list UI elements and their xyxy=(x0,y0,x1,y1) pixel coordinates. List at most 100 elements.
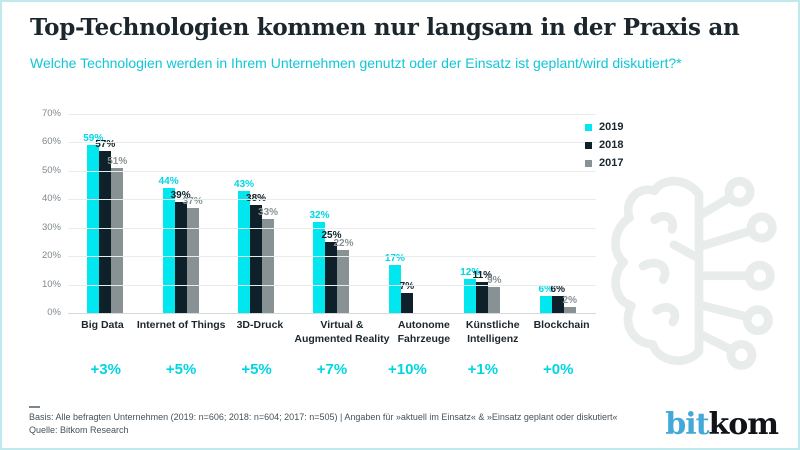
category-label: Blockchain xyxy=(527,319,596,346)
bar-group: 32% 25% 22% xyxy=(294,114,369,313)
bar-value-label: 33% xyxy=(258,207,279,219)
delta-label: +5% xyxy=(241,361,272,378)
legend-swatch-icon xyxy=(585,159,592,167)
delta-label: +0% xyxy=(543,361,574,378)
bar-2018: 57% xyxy=(95,139,115,313)
bar-group: 43% 38% 33% xyxy=(219,114,294,313)
category-label-line: Augmented Reality xyxy=(294,332,390,345)
bar-value-label: 32% xyxy=(309,210,330,222)
delta-label: +1% xyxy=(467,361,499,378)
brain-circuit-icon xyxy=(599,158,798,385)
bar-value-label: 22% xyxy=(333,238,354,250)
legend-label: 2019 xyxy=(599,121,624,133)
bar-cluster: 32% 25% 22% xyxy=(309,114,353,313)
bar-2017: 22% xyxy=(333,238,353,313)
bar-group: 12% 11% 9% xyxy=(445,114,520,313)
bar-value-label: 6% xyxy=(538,283,553,295)
bar-2018: 38% xyxy=(246,193,266,313)
chart-legend: 2019 2018 2017 xyxy=(585,121,623,175)
yearly-change-row: +3% +5% +5% +7% +10% +1% +0% xyxy=(68,361,596,378)
gridline xyxy=(68,199,596,201)
category-label: Autonome Fahrzeuge xyxy=(389,319,458,346)
bar-value-label: 2% xyxy=(562,295,577,307)
bar-value-label: 38% xyxy=(246,193,266,204)
gridline xyxy=(68,114,596,115)
category-label-line: 3D-Druck xyxy=(236,319,284,331)
bar-value-label: 9% xyxy=(487,275,502,287)
bar-cluster: 6% 6% 2% xyxy=(539,114,577,313)
bar-value-label: 17% xyxy=(384,252,405,264)
bar-cluster: 17% 7% xyxy=(385,114,426,313)
legend-item-2017: 2017 xyxy=(585,157,623,169)
category-label-line: Intelligenz xyxy=(467,332,519,345)
bar-value-label: 39% xyxy=(170,190,191,202)
bitkom-logo: bitkom xyxy=(665,407,779,442)
y-axis-tick-label: 50% xyxy=(41,164,61,176)
footer-source-text: Basis: Alle befragten Unternehmen (2019:… xyxy=(29,411,617,437)
delta-label: +7% xyxy=(316,361,348,378)
chart-subtitle-question: Welche Technologien werden in Ihrem Unte… xyxy=(30,55,682,71)
y-axis-tick-label: 0% xyxy=(47,307,61,318)
category-label-line: Internet of Things xyxy=(136,319,226,331)
bar-2018: 39% xyxy=(171,190,191,313)
legend-item-2018: 2018 xyxy=(585,139,623,151)
bar-value-label: 43% xyxy=(234,178,255,190)
category-label: Künstliche Intelligenz xyxy=(458,319,527,346)
bar-2017: 33% xyxy=(258,207,278,313)
category-label-line: Autonome xyxy=(397,319,450,331)
bar-2019: 32% xyxy=(309,210,329,313)
bar-value-label: 37% xyxy=(182,195,203,207)
category-label-line: Virtual & xyxy=(320,319,364,331)
y-axis-tick-label: 40% xyxy=(41,193,61,205)
category-label: Virtual & Augmented Reality xyxy=(294,319,389,346)
bar-value-label: 57% xyxy=(95,138,116,150)
bar-2018: 11% xyxy=(473,270,492,313)
bar-group: 44% 39% 37% xyxy=(143,114,218,313)
bar-cluster: 12% 11% 9% xyxy=(460,114,502,313)
legend-swatch-icon xyxy=(585,123,592,131)
gridline xyxy=(68,284,596,286)
logo-part-kom: kom xyxy=(708,407,779,442)
delta-label: +3% xyxy=(90,361,121,378)
x-axis-category-labels: Big Data Internet of Things 3D-Druck Virtua… xyxy=(68,319,596,346)
category-label: Big Data xyxy=(68,319,137,346)
bar-2017: 51% xyxy=(107,156,127,313)
bar-2018: 25% xyxy=(321,230,341,313)
delta-label: +10% xyxy=(388,361,427,378)
category-label: Internet of Things xyxy=(137,319,226,346)
bar-groups: 59%57% 51% 44% 39%37% 43% 38% 33% 32% 25%22% 17% 7… xyxy=(68,114,596,313)
legend-label: 2018 xyxy=(599,139,624,151)
page-title: Top-Technologien kommen nur langsam in d… xyxy=(30,14,740,41)
bar-2017: 37% xyxy=(183,196,203,313)
bar-value-label: 7% xyxy=(399,281,415,293)
legend-item-2019: 2019 xyxy=(585,121,623,133)
bar-2018: 6% xyxy=(551,284,565,313)
y-axis-tick-label: 30% xyxy=(41,221,61,233)
bar-chart-plot-area: 59%57% 51% 44% 39%37% 43% 38% 33% 32% 25%22% 17% 7… xyxy=(68,114,596,314)
category-label-line: Künstliche xyxy=(465,319,520,331)
gridline xyxy=(68,142,596,144)
bar-value-label: 6% xyxy=(550,283,565,295)
bar-cluster: 44% 39% 37% xyxy=(159,114,203,313)
y-axis-tick-label: 10% xyxy=(41,278,61,290)
gridline xyxy=(68,170,596,172)
footer-basis-line: Basis: Alle befragten Unternehmen (2019:… xyxy=(29,412,618,422)
bar-2017: 9% xyxy=(487,275,502,313)
footer-divider-dash xyxy=(29,406,40,408)
bar-value-label: 12% xyxy=(460,266,481,278)
gridline xyxy=(68,313,596,314)
delta-label: +5% xyxy=(165,361,197,378)
bar-value-label: 59% xyxy=(83,133,104,145)
bar-value-label: 44% xyxy=(158,175,179,187)
bar-2019: 6% xyxy=(539,284,553,313)
gridline xyxy=(68,256,596,258)
bar-2019: 17% xyxy=(385,253,405,313)
category-label-line: Blockchain xyxy=(533,319,590,331)
legend-label: 2017 xyxy=(599,157,624,169)
footer-quelle-line: Quelle: Bitkom Research xyxy=(29,425,129,436)
bar-2017: 2% xyxy=(563,295,577,313)
category-label-line: Fahrzeuge xyxy=(397,332,451,345)
legend-swatch-icon xyxy=(585,141,592,149)
bar-2019: 44% xyxy=(159,176,179,313)
